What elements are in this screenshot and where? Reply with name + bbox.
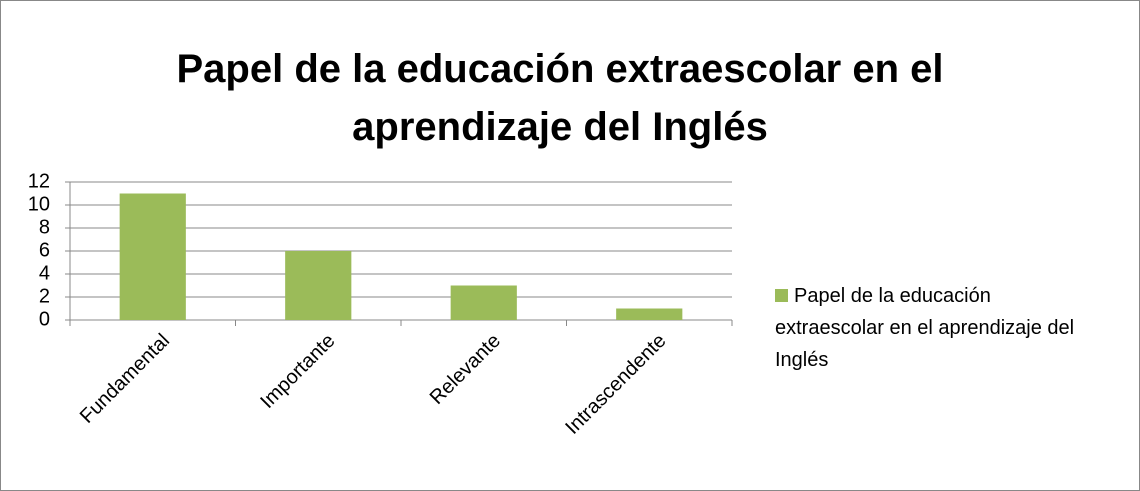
y-tick-label: 8 bbox=[39, 216, 50, 238]
y-tick-label: 2 bbox=[39, 285, 50, 307]
bar bbox=[450, 285, 517, 320]
y-tick-label: 6 bbox=[39, 239, 50, 261]
bar bbox=[285, 251, 352, 320]
legend-label: Papel de la educación extraescolar en el… bbox=[775, 285, 1075, 371]
y-tick-label: 0 bbox=[39, 308, 50, 330]
chart-title: Papel de la educación extraescolar en el… bbox=[176, 47, 944, 149]
x-tick-label: Importante bbox=[256, 330, 339, 413]
x-tick-label: Relevante bbox=[426, 330, 505, 409]
y-tick-label: 12 bbox=[28, 170, 50, 192]
legend: Papel de la educación extraescolar en el… bbox=[775, 280, 1075, 376]
bar bbox=[119, 193, 186, 320]
x-tick-label: Fundamental bbox=[76, 330, 174, 428]
x-tick-label: Intrascendente bbox=[561, 330, 670, 439]
y-tick-label: 10 bbox=[28, 193, 50, 215]
y-tick-label: 4 bbox=[39, 262, 50, 284]
legend-swatch bbox=[775, 289, 788, 302]
bar bbox=[616, 308, 683, 320]
